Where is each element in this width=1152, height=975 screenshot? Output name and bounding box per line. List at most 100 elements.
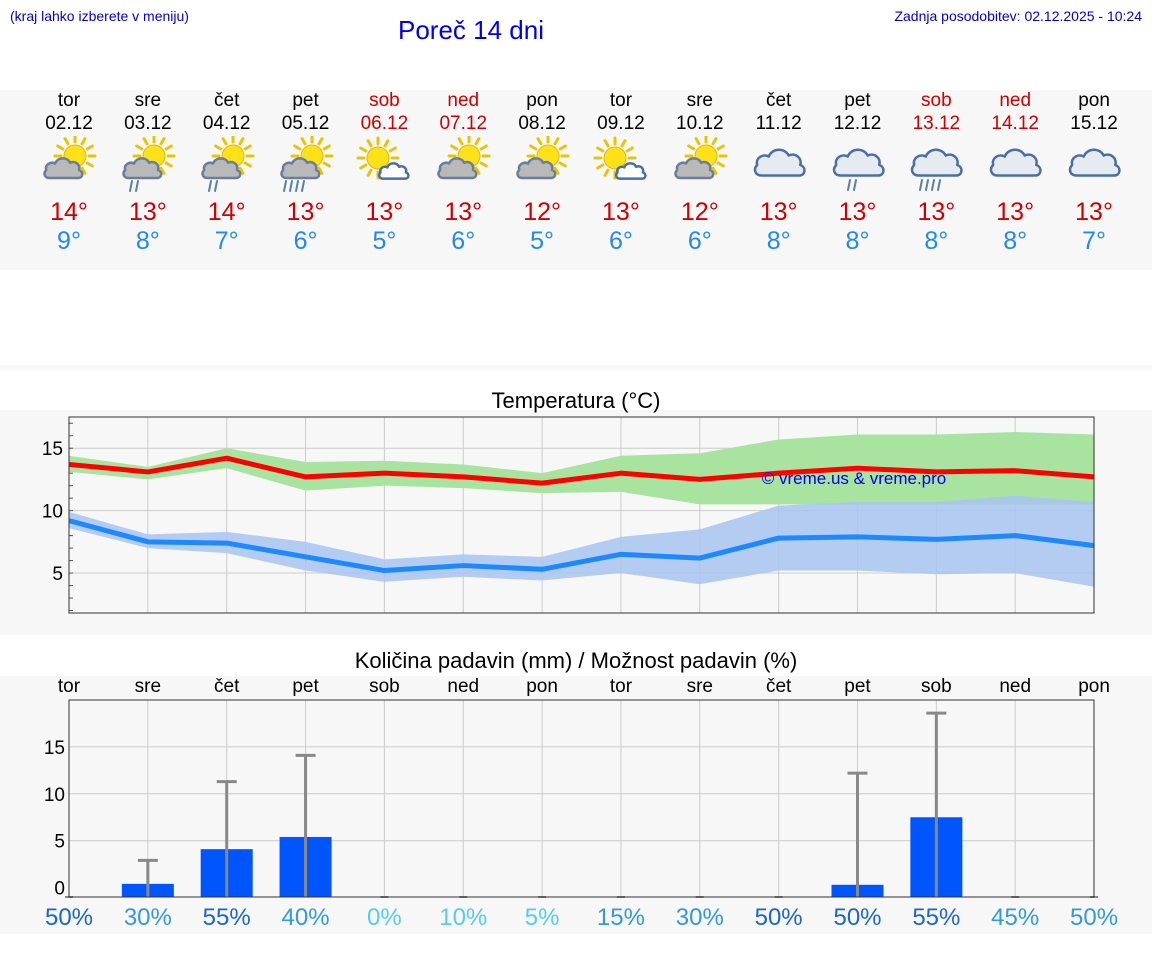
probability-label: 15% xyxy=(596,904,645,931)
temp-max: 13° xyxy=(917,198,956,226)
day-date: 04.12 xyxy=(202,113,251,134)
day-date: 02.12 xyxy=(45,113,93,134)
temp-max: 13° xyxy=(1075,198,1113,226)
temp-min: 6° xyxy=(293,227,318,255)
day-name: pet xyxy=(844,90,871,111)
probability-label: 30% xyxy=(123,904,172,931)
x-tick-label: pon xyxy=(526,676,558,697)
x-tick-label: sre xyxy=(134,676,162,697)
cloud-icon xyxy=(989,148,1042,177)
sun-cloud-icon xyxy=(674,136,728,180)
day-date: 13.12 xyxy=(912,113,961,134)
x-tick-label: sob xyxy=(921,676,952,697)
cloud-heavy-rain-icon xyxy=(911,148,964,191)
probability-label: 10% xyxy=(439,904,488,931)
temp-line-min xyxy=(68,518,1095,574)
x-tick-label: ned xyxy=(447,676,480,697)
temp-min: 6° xyxy=(451,227,476,255)
sun-cloud-rain-icon xyxy=(200,136,255,192)
temp-band-max xyxy=(69,431,1095,505)
y-tick-label: 15 xyxy=(42,439,63,460)
y-tick-label: 0 xyxy=(54,879,65,900)
temp-min: 8° xyxy=(766,227,791,255)
temp-max: 12° xyxy=(523,198,561,226)
sun-cloud-rain-icon xyxy=(122,136,176,192)
last-update: Zadnja posodobitev: 02.12.2025 - 10:24 xyxy=(894,8,1142,24)
day-name: pet xyxy=(292,90,319,111)
day-name: pon xyxy=(1078,90,1110,111)
probability-label: 0% xyxy=(367,904,402,931)
probability-label: 30% xyxy=(675,904,724,931)
temp-max: 13° xyxy=(602,198,640,226)
cloud-icon xyxy=(1068,148,1121,177)
temp-max: 13° xyxy=(286,198,325,226)
x-tick-label: sre xyxy=(686,676,713,697)
location-hint: (kraj lahko izberete v meniju) xyxy=(10,8,189,24)
sun-cloud-heavy-rain-icon xyxy=(279,136,334,192)
y-tick-label: 10 xyxy=(42,502,63,523)
temp-min: 6° xyxy=(608,227,633,255)
watermark: © vreme.us & vreme.pro xyxy=(762,469,946,488)
day-date: 09.12 xyxy=(597,113,645,134)
temp-min: 8° xyxy=(845,227,870,255)
temp-max: 13° xyxy=(128,198,167,226)
temp-max: 13° xyxy=(444,198,483,226)
temp-min: 8° xyxy=(1003,227,1028,255)
temp-max: 13° xyxy=(838,198,877,226)
temp-min: 9° xyxy=(57,227,81,255)
probability-label: 5% xyxy=(524,904,560,931)
probability-label: 50% xyxy=(833,904,882,931)
x-tick-label: čet xyxy=(214,676,240,697)
x-tick-label: pet xyxy=(844,676,871,697)
precip-plot-frame xyxy=(68,699,1095,898)
temp-min: 8° xyxy=(135,227,160,255)
probability-label: 40% xyxy=(281,904,330,931)
x-tick-label: tor xyxy=(57,676,81,697)
temp-min: 8° xyxy=(924,227,949,255)
temp-max: 13° xyxy=(759,198,798,226)
temp-min: 5° xyxy=(530,227,555,255)
sun-cloud-icon xyxy=(437,136,491,180)
x-tick-label: pon xyxy=(1078,676,1110,697)
temp-max: 14° xyxy=(50,198,88,226)
day-name: sre xyxy=(686,90,713,111)
probability-label: 55% xyxy=(912,904,961,931)
page-title: Poreč 14 dni xyxy=(398,15,544,45)
y-tick-label: 10 xyxy=(44,785,65,806)
day-date: 15.12 xyxy=(1070,113,1118,134)
x-tick-label: sob xyxy=(369,676,400,697)
probability-label: 45% xyxy=(991,904,1040,931)
x-tick-label: ned xyxy=(999,676,1032,697)
day-name: čet xyxy=(214,90,240,111)
day-date: 03.12 xyxy=(124,113,172,134)
probability-label: 50% xyxy=(1070,904,1119,931)
day-date: 05.12 xyxy=(281,113,330,134)
temp-min: 6° xyxy=(687,227,712,255)
temp-max: 13° xyxy=(996,198,1035,226)
day-date: 08.12 xyxy=(518,113,566,134)
day-name: sob xyxy=(369,90,400,111)
day-date: 14.12 xyxy=(991,113,1039,134)
day-date: 07.12 xyxy=(439,113,488,134)
day-name: čet xyxy=(765,90,792,111)
temp-min: 7° xyxy=(214,227,239,255)
temp-min: 5° xyxy=(372,227,397,255)
forecast-band xyxy=(0,90,1152,270)
x-tick-label: tor xyxy=(609,676,633,697)
x-tick-label: čet xyxy=(765,676,792,697)
day-date: 11.12 xyxy=(755,113,802,134)
sun-cloud-icon xyxy=(43,136,97,180)
day-date: 12.12 xyxy=(833,113,882,134)
day-name: sre xyxy=(134,90,162,111)
cloud-rain-icon xyxy=(832,148,885,191)
day-name: tor xyxy=(609,90,633,111)
temp-max: 12° xyxy=(680,198,719,226)
day-name: pon xyxy=(526,90,558,111)
temp-min: 7° xyxy=(1082,227,1106,255)
sun-small-cloud-icon xyxy=(593,136,647,180)
temperature-chart-title: Temperatura (°C) xyxy=(491,388,661,413)
probability-label: 50% xyxy=(754,904,803,931)
temp-line-max xyxy=(68,455,1095,486)
temp-max: 13° xyxy=(365,198,404,226)
